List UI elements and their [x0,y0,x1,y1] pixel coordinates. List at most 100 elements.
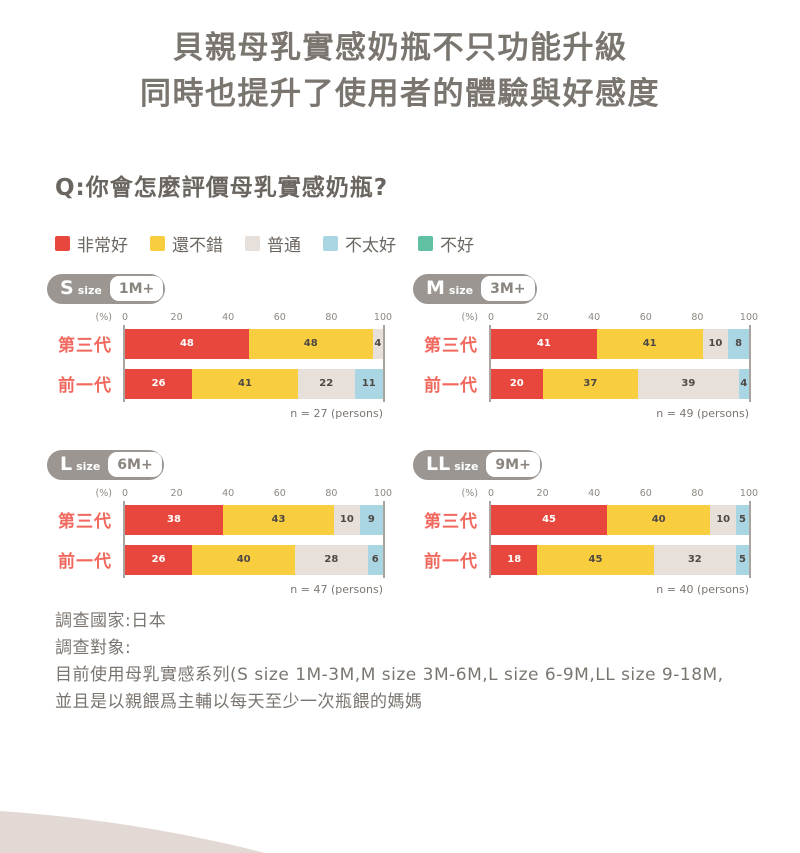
bar-track: 38 43 10 9 [125,504,383,535]
bar-segment: 10 [710,504,737,535]
size-badge: M size 3M+ [413,273,537,304]
axis-tick: 20 [536,487,549,499]
axis-tick: 100 [373,311,393,323]
axis-tick: 60 [273,487,286,499]
bar-segment: 48 [248,328,373,359]
size-badge: S size 1M+ [47,273,166,304]
title-line2: 同時也提升了使用者的體驗與好感度 [140,75,660,112]
legend-label: 普通 [267,235,301,256]
decorative-curve-path [0,811,265,853]
bar-row: 前一代 20 37 39 4 [413,368,749,399]
bar-segment: 40 [607,504,711,535]
axis-unit-label: (%) [461,487,478,499]
bar-track: 48 48 4 [125,328,383,359]
axis-line-100 [383,500,385,578]
bar-segment: 28 [295,544,368,575]
axis-tick: 40 [222,311,235,323]
legend-swatch [323,235,338,251]
page-title: 貝親母乳實感奶瓶不只功能升級 同時也提升了使用者的體驗與好感度 [0,26,800,118]
chart-rows: 第三代 41 41 10 8 前一代 20 37 39 4 [413,324,751,402]
size-badge-word: size [448,283,474,297]
bar-segment: 5 [736,544,749,575]
axis-tick: 80 [691,311,704,323]
axis-tick: 0 [121,487,129,499]
legend-swatch [418,235,433,251]
category-label: 第三代 [58,336,112,357]
size-badge-letter: L [60,453,73,476]
bar-row: 第三代 45 40 10 5 [413,504,749,535]
axis-tick: 0 [487,487,495,499]
category-label: 前一代 [424,552,478,573]
bar-track: 18 45 32 5 [491,544,749,575]
bar-chart: (%) 0 20 40 60 80 100 第三代 48 48 4 前一代 26 41 22 11 n =… [47,311,393,420]
x-axis-ticks: (%) 0 20 40 60 80 100 [462,311,759,325]
survey-subject-detail-1: 目前使用母乳實感系列(S size 1M-3M,M size 3M-6M,L s… [55,664,724,685]
axis-tick: 60 [639,487,652,499]
bar-segment: 8 [728,328,749,359]
axis-tick: 100 [739,311,759,323]
axis-tick: 20 [170,311,183,323]
chart-panel-s: S size 1M+ (%) 0 20 40 60 80 100 第三代 48 48 4 前一代 2… [47,273,399,420]
bar-segment: 41 [491,328,597,359]
axis-tick: 40 [588,487,601,499]
size-badge-word: size [77,283,102,297]
bar-chart: (%) 0 20 40 60 80 100 第三代 38 43 10 9 前一代 26 40 28 6 n … [47,487,392,596]
sample-size-label: n = 47 (persons) [290,582,383,596]
bar-row: 前一代 26 40 28 6 [47,544,383,575]
chart-panel-ll: LL size 9M+ (%) 0 20 40 60 80 100 第三代 45 40 10 5 前… [413,449,765,596]
bar-segment: 9 [359,504,383,535]
axis-line-100 [749,500,751,578]
bar-segment: 26 [125,544,193,575]
x-axis-ticks: (%) 0 20 40 60 80 100 [96,311,393,325]
axis-tick: 100 [739,487,759,499]
bar-segment: 11 [354,368,383,399]
axis-tick: 80 [691,487,704,499]
bar-segment: 20 [491,368,543,399]
sample-size-label: n = 40 (persons) [656,582,749,596]
bar-segment: 39 [638,368,739,399]
axis-tick: 80 [325,311,338,323]
bar-row: 第三代 38 43 10 9 [47,504,383,535]
bar-segment: 4 [738,368,749,399]
chart-rows: 第三代 45 40 10 5 前一代 18 45 32 5 [413,500,751,578]
category-label: 第三代 [424,336,478,357]
axis-line-0 [489,500,491,578]
bar-segment: 40 [192,544,296,575]
chart-rows: 第三代 48 48 4 前一代 26 41 22 11 [47,324,385,402]
bar-segment: 45 [491,504,608,535]
legend-swatch [150,235,165,251]
legend: 非常好 還不錯 普通 不太好 不好 [55,231,800,256]
legend-swatch [55,235,70,251]
bar-segment: 37 [542,368,639,399]
category-label: 第三代 [58,512,112,533]
bar-segment: 22 [297,368,355,399]
decorative-curve [0,811,265,853]
size-badge-age: 3M+ [481,276,535,302]
bar-track: 45 40 10 5 [491,504,749,535]
legend-item: 不好 [418,231,474,256]
category-label: 前一代 [58,376,112,397]
bar-segment: 38 [125,504,224,535]
legend-item: 普通 [245,231,301,256]
survey-subject-detail-2: 並且是以親餵爲主輔以每天至少一次瓶餵的媽媽 [55,691,423,712]
axis-tick: 20 [536,311,549,323]
axis-unit-label: (%) [95,487,112,499]
category-label: 前一代 [424,376,478,397]
bar-segment: 32 [653,544,737,575]
bar-segment: 43 [223,504,334,535]
legend-label: 非常好 [77,235,128,256]
size-badge-age: 1M+ [109,276,164,302]
sample-size-label: n = 49 (persons) [656,406,749,420]
x-axis-ticks: (%) 0 20 40 60 80 100 [462,487,759,501]
size-badge-letter: S [60,277,74,300]
legend-item: 非常好 [55,231,128,256]
size-badge-word: size [454,459,479,473]
bar-segment: 48 [125,328,249,359]
size-badge-word: size [76,459,101,473]
bar-track: 26 40 28 6 [125,544,383,575]
size-badge-letter: M [426,277,445,300]
bar-segment: 45 [537,544,654,575]
bar-track: 26 41 22 11 [125,368,383,399]
bar-row: 第三代 41 41 10 8 [413,328,749,359]
chart-rows: 第三代 38 43 10 9 前一代 26 40 28 6 [47,500,385,578]
